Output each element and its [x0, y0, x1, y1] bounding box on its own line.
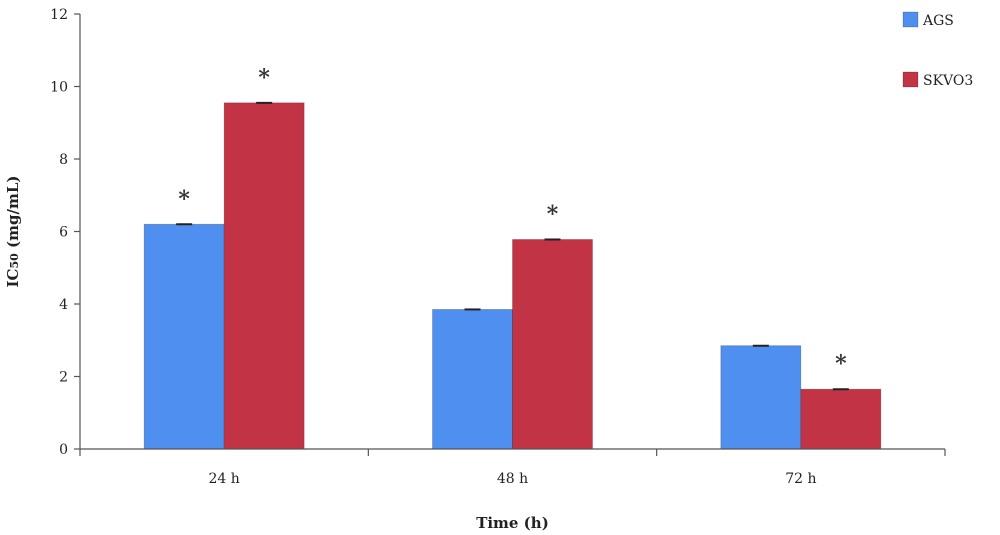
bar-ags-3	[720, 345, 802, 450]
y-tick-label: 2	[59, 370, 68, 386]
significance-star: *	[835, 351, 847, 377]
y-tick-label: 4	[59, 297, 68, 313]
legend-swatch-ags	[902, 11, 919, 28]
significance-star: *	[178, 186, 190, 212]
y-axis-title-main: IC	[4, 268, 22, 287]
x-tick-label: 72 h	[785, 471, 816, 487]
y-tick-label: 10	[50, 80, 68, 96]
bar-skvo3-3	[800, 388, 882, 450]
y-axis-ticks: 0 2 4 6 8 10 12	[50, 7, 80, 458]
significance-markers: * * * *	[178, 65, 847, 377]
legend-swatch-skvo3	[902, 71, 919, 88]
significance-star: *	[547, 201, 559, 227]
y-axis-title: IC50 (mg/mL)	[4, 176, 22, 288]
bar-skvo3-1	[223, 102, 305, 450]
x-tick-label: 48 h	[497, 471, 528, 487]
x-tick-label: 24 h	[209, 471, 240, 487]
y-tick-label: 12	[50, 7, 68, 23]
y-tick-label: 8	[59, 152, 68, 168]
x-axis-ticks: 24 h 48 h 72 h	[79, 449, 946, 487]
x-axis-title: Time (h)	[476, 514, 549, 532]
y-tick-label: 6	[59, 225, 68, 241]
legend-label-ags: AGS	[922, 13, 954, 29]
legend: AGS SKVO3	[902, 11, 973, 89]
bars	[143, 101, 882, 450]
bar-ags-2	[432, 309, 513, 450]
bar-ags-1	[143, 223, 225, 450]
y-axis-title-subscript: 50	[8, 253, 21, 269]
significance-star: *	[258, 65, 270, 91]
y-tick-label: 0	[59, 442, 68, 458]
bar-skvo3-2	[512, 239, 593, 450]
legend-label-skvo3: SKVO3	[923, 73, 973, 89]
y-axis-title-unit: (mg/mL)	[4, 176, 22, 254]
